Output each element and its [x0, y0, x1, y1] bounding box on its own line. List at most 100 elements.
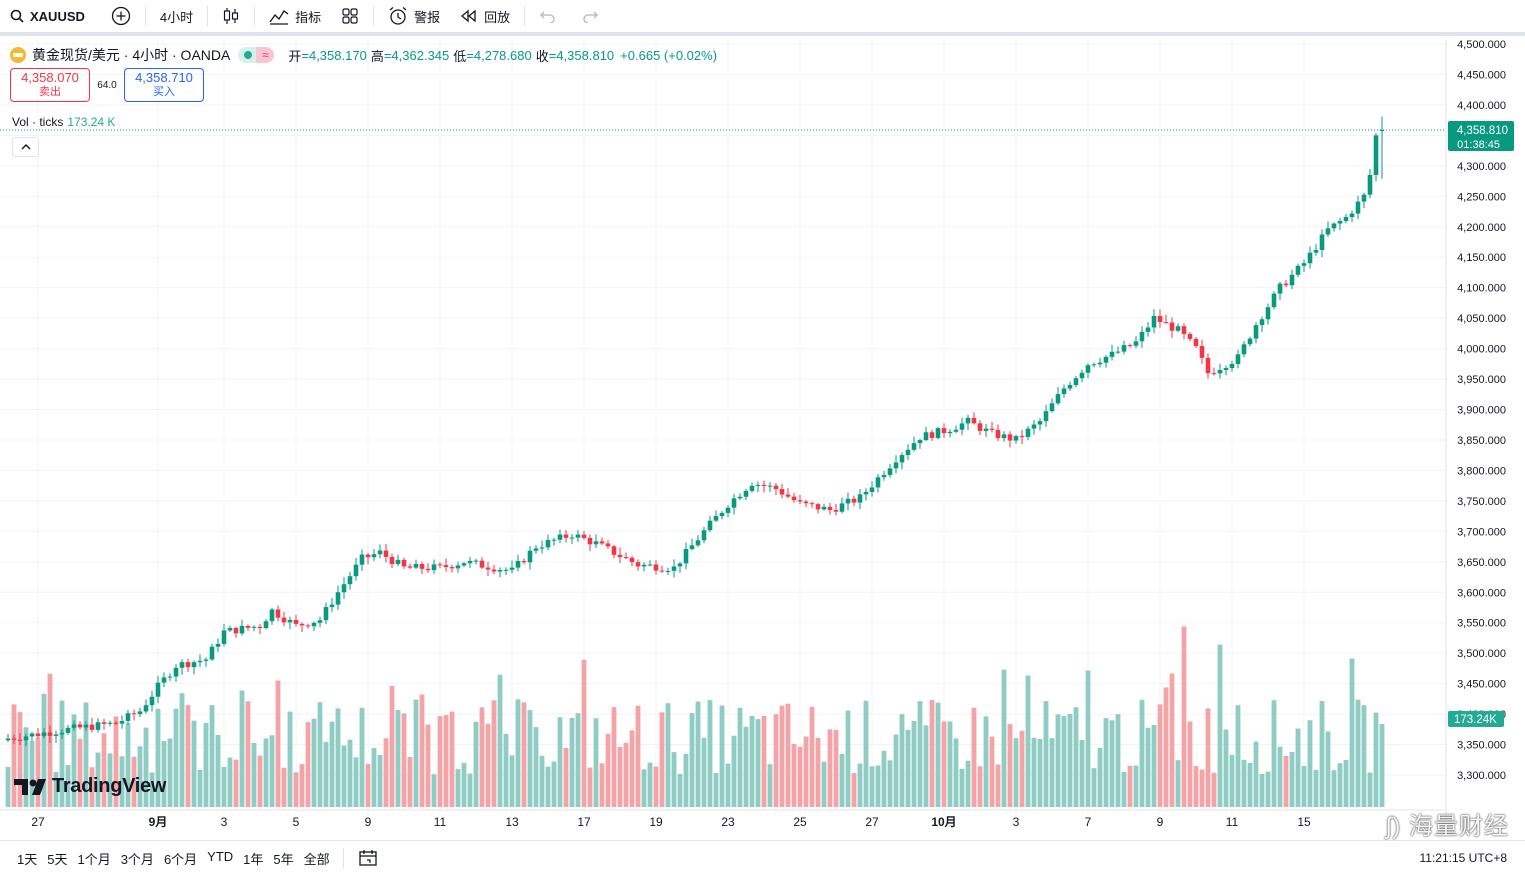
candle — [323, 602, 329, 624]
candle-body — [737, 496, 743, 499]
candle — [1037, 418, 1043, 431]
candle — [245, 624, 251, 631]
low-key: 低 — [453, 48, 467, 64]
candle-body — [173, 667, 179, 677]
candle-body — [1307, 252, 1313, 264]
candle-body — [1301, 263, 1307, 266]
candle — [29, 731, 35, 741]
range-button-2[interactable]: 1个月 — [77, 851, 111, 867]
candle — [623, 552, 629, 560]
candle — [617, 547, 623, 564]
volume-bar — [389, 686, 395, 807]
candle-body — [797, 500, 803, 502]
candle — [1337, 217, 1343, 231]
candle-body — [1073, 378, 1079, 386]
range-button-8[interactable]: 全部 — [303, 851, 330, 867]
volume-bar — [101, 733, 107, 807]
candle-body — [1235, 354, 1241, 365]
volume-bar — [935, 702, 941, 807]
add-symbol-button[interactable] — [105, 0, 137, 32]
range-button-6[interactable]: 1年 — [243, 851, 264, 867]
volume-bar — [395, 710, 401, 807]
candle — [1019, 429, 1025, 445]
volume-bar — [749, 715, 755, 807]
price-axis[interactable]: 3,300.0003,350.0003,400.0003,450.0003,50… — [1457, 40, 1506, 782]
volume-bar — [275, 680, 281, 807]
indicators-button[interactable]: 指标 — [263, 0, 327, 32]
volume-bar — [953, 738, 959, 807]
candle-body — [965, 417, 971, 424]
candle-body — [311, 622, 317, 627]
candle-body — [221, 630, 227, 644]
goto-date-button[interactable] — [352, 849, 384, 867]
collapse-legend-button[interactable] — [12, 137, 39, 157]
candle-body — [59, 732, 65, 735]
candle — [767, 482, 773, 492]
volume-bar — [665, 703, 671, 807]
redo-button[interactable] — [575, 0, 605, 32]
price-tick-label: 3,900.000 — [1457, 405, 1506, 417]
candle-body — [11, 738, 17, 740]
interval-button[interactable]: 4小时 — [154, 0, 199, 32]
volume-bar — [587, 767, 593, 807]
volume-bar — [1013, 738, 1019, 807]
candle — [1205, 353, 1211, 379]
volume-bar — [1313, 770, 1319, 807]
candle — [1379, 116, 1385, 179]
range-button-3[interactable]: 3个月 — [120, 851, 154, 867]
volume-bar — [455, 769, 461, 807]
volume-bar — [35, 737, 41, 807]
candle-body — [575, 534, 581, 538]
alert-button[interactable]: 警报 — [382, 0, 446, 32]
candle — [137, 707, 143, 717]
candle — [971, 412, 977, 425]
candle — [1091, 362, 1097, 368]
volume-bar — [1361, 705, 1367, 807]
undo-button[interactable] — [533, 0, 563, 32]
volume-bar — [317, 702, 323, 807]
symbol-search-button[interactable]: XAUUSD — [0, 0, 91, 32]
range-button-4[interactable]: 6个月 — [163, 851, 198, 867]
candle — [743, 488, 749, 500]
sell-button[interactable]: 4,358.070 卖出 — [10, 68, 90, 102]
price-tick-label: 4,300.000 — [1457, 161, 1506, 173]
candle-body — [971, 417, 977, 424]
chart-type-button[interactable] — [216, 0, 246, 32]
volume-bar — [905, 729, 911, 807]
candle — [1229, 360, 1235, 372]
layouts-button[interactable] — [335, 0, 365, 32]
replay-button[interactable]: 回放 — [454, 0, 516, 32]
candle-body — [323, 607, 329, 621]
volume-bar — [917, 701, 923, 807]
candle — [353, 557, 359, 581]
candle-body — [821, 506, 827, 510]
price-chart[interactable]: 3,300.0003,350.0003,400.0003,450.0003,50… — [0, 40, 1525, 840]
time-axis[interactable]: 27 9月 3 5 9 11 13 17 19 23 25 27 10月 3 7 9 11 15 — [31, 815, 1311, 829]
candle-body — [389, 556, 395, 565]
volume-bar — [491, 700, 497, 807]
candle-body — [539, 547, 545, 549]
candle — [533, 545, 539, 554]
legend-title-row: 黄金现货/美元 · 4小时 · OANDA ≈ 开 =4,358.170 高 =4,… — [10, 44, 717, 66]
candle — [887, 463, 893, 478]
candle — [275, 605, 281, 622]
range-button-7[interactable]: 5年 — [273, 851, 294, 867]
candle-body — [761, 484, 767, 486]
price-tick-label: 4,100.000 — [1457, 283, 1506, 295]
tradingview-logo[interactable]: TradingView — [14, 775, 166, 798]
candle — [749, 482, 755, 493]
range-button-0[interactable]: 1天 — [17, 851, 38, 867]
range-button-5[interactable]: YTD — [207, 848, 234, 864]
buy-button[interactable]: 4,358.710 买入 — [124, 68, 204, 102]
volume-bar — [1343, 760, 1349, 807]
volume-bar — [197, 769, 203, 807]
candle — [191, 660, 197, 675]
candle-body — [1271, 293, 1277, 308]
clock[interactable]: 11:21:15 UTC+8 — [1419, 851, 1508, 865]
candle-body — [977, 423, 983, 431]
candle-body — [1001, 434, 1007, 439]
candle — [47, 725, 53, 744]
candle — [41, 728, 47, 739]
candle — [1031, 419, 1037, 435]
range-button-1[interactable]: 5天 — [47, 851, 68, 867]
